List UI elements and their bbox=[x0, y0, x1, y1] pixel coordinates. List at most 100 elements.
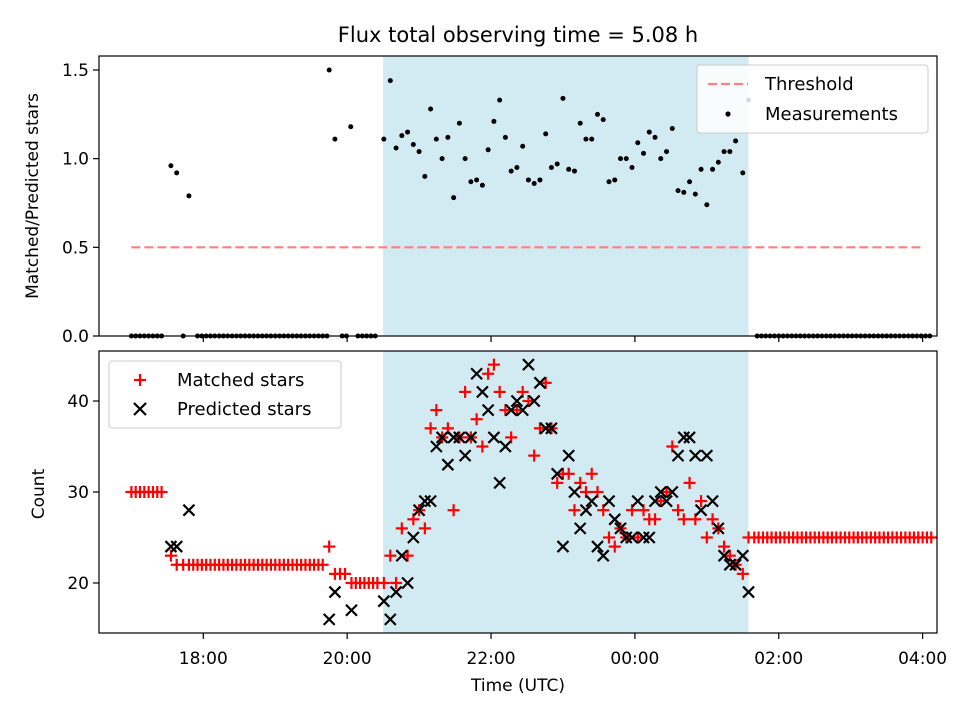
measurement-point bbox=[618, 156, 624, 162]
measurement-point bbox=[479, 182, 485, 188]
predicted-star-point bbox=[407, 531, 420, 544]
predicted-star-point bbox=[539, 422, 552, 435]
predicted-star-point bbox=[683, 431, 696, 444]
legend-predicted-label: Predicted stars bbox=[177, 399, 311, 420]
x-tick-label: 02:00 bbox=[754, 649, 803, 669]
measurement-point bbox=[326, 67, 332, 73]
predicted-star-point bbox=[625, 531, 639, 544]
measurement-point bbox=[669, 126, 675, 132]
measurement-point bbox=[543, 131, 549, 137]
matched-star-point bbox=[539, 376, 552, 389]
measurement-point bbox=[687, 179, 693, 185]
predicted-star-point bbox=[729, 558, 742, 572]
chart-title: Flux total observing time = 5.08 h bbox=[338, 23, 698, 47]
predicted-star-point bbox=[499, 440, 512, 453]
matched-star-point bbox=[683, 476, 696, 489]
observing-window-span-bottom bbox=[383, 351, 749, 633]
measurement-point bbox=[456, 120, 462, 126]
predicted-star-point bbox=[717, 549, 731, 562]
predicted-star-point bbox=[677, 431, 691, 444]
matched-star-point bbox=[649, 513, 662, 526]
predicted-star-point bbox=[562, 449, 575, 462]
measurement-point bbox=[474, 177, 480, 183]
predicted-star-point bbox=[550, 467, 564, 481]
measurement-point bbox=[560, 95, 566, 101]
predicted-star-point bbox=[642, 531, 656, 544]
predicted-star-point bbox=[573, 522, 587, 535]
measurement-point bbox=[727, 149, 733, 155]
top-y-tick-label: 1.0 bbox=[62, 150, 89, 170]
measurement-point bbox=[186, 193, 192, 199]
matched-star-point bbox=[660, 486, 673, 498]
predicted-star-point bbox=[723, 558, 737, 572]
measurement-point bbox=[405, 129, 411, 135]
predicted-star-point bbox=[458, 449, 472, 462]
matched-star-point bbox=[390, 576, 403, 589]
top-y-tick-label: 1.5 bbox=[62, 61, 89, 81]
matched-star-point bbox=[533, 422, 546, 435]
count-points bbox=[125, 358, 938, 626]
matched-star-point bbox=[672, 504, 685, 517]
measurement-point bbox=[733, 138, 739, 144]
measurement-point bbox=[485, 147, 491, 153]
matched-star-point bbox=[395, 522, 408, 535]
matched-star-point bbox=[510, 404, 523, 417]
top-y-tick-label: 0.0 bbox=[62, 327, 89, 347]
predicted-star-point bbox=[430, 440, 443, 453]
measurement-point bbox=[548, 165, 554, 171]
observing-window-span-top bbox=[383, 56, 749, 336]
measurement-points bbox=[128, 67, 933, 339]
measurement-point bbox=[514, 165, 520, 171]
predicted-star-point bbox=[527, 394, 541, 408]
measurement-point bbox=[348, 124, 354, 130]
matched-star-point bbox=[424, 422, 437, 435]
measurement-point bbox=[692, 191, 698, 197]
predicted-star-point bbox=[736, 549, 750, 562]
measurement-point bbox=[468, 179, 474, 185]
predicted-star-point bbox=[522, 358, 535, 371]
bottom-y-ticks: 20 30 40 bbox=[67, 392, 99, 594]
measurement-point bbox=[589, 136, 595, 142]
legend-matched-label: Matched stars bbox=[177, 370, 304, 391]
measurement-point bbox=[571, 168, 577, 174]
measurement-point bbox=[606, 179, 612, 185]
predicted-star-point bbox=[322, 613, 336, 626]
predicted-star-point bbox=[401, 576, 414, 590]
predicted-star-point bbox=[533, 376, 547, 390]
bottom-x-ticks: 18:00 20:00 22:00 00:00 02:00 04:00 bbox=[179, 633, 947, 669]
predicted-star-point bbox=[742, 585, 755, 599]
predicted-star-point bbox=[384, 613, 397, 626]
predicted-star-point bbox=[602, 494, 616, 508]
measurement-point bbox=[387, 78, 393, 84]
measurement-point bbox=[497, 97, 503, 103]
predicted-star-point bbox=[510, 394, 524, 408]
matched-star-point bbox=[551, 476, 564, 489]
measurement-point bbox=[704, 202, 710, 208]
matched-star-point bbox=[585, 467, 598, 480]
top-y-tick-label: 0.5 bbox=[62, 238, 89, 258]
measurement-point bbox=[641, 150, 647, 156]
matched-star-point bbox=[602, 531, 615, 544]
predicted-star-point bbox=[424, 494, 437, 508]
matched-star-point bbox=[401, 549, 414, 562]
measurement-point bbox=[554, 161, 560, 167]
matched-star-point bbox=[155, 486, 168, 498]
predicted-star-point bbox=[328, 585, 342, 599]
matched-star-point bbox=[430, 404, 443, 417]
measurement-point bbox=[646, 129, 652, 135]
legend-threshold-label: Threshold bbox=[764, 74, 854, 95]
predicted-star-point bbox=[706, 494, 719, 508]
predicted-star-point bbox=[170, 540, 183, 553]
measurement-point bbox=[491, 118, 497, 124]
matched-star-point bbox=[925, 531, 938, 544]
predicted-star-point bbox=[447, 431, 460, 444]
predicted-star-point bbox=[412, 503, 426, 517]
matched-star-point bbox=[718, 540, 731, 553]
measurement-point bbox=[508, 168, 514, 174]
predicted-star-point bbox=[660, 494, 673, 508]
predicted-star-point bbox=[470, 367, 483, 381]
legend-measurements-label: Measurements bbox=[765, 104, 898, 125]
predicted-star-point bbox=[345, 603, 358, 617]
bottom-y-axis-label: Count bbox=[29, 468, 49, 519]
